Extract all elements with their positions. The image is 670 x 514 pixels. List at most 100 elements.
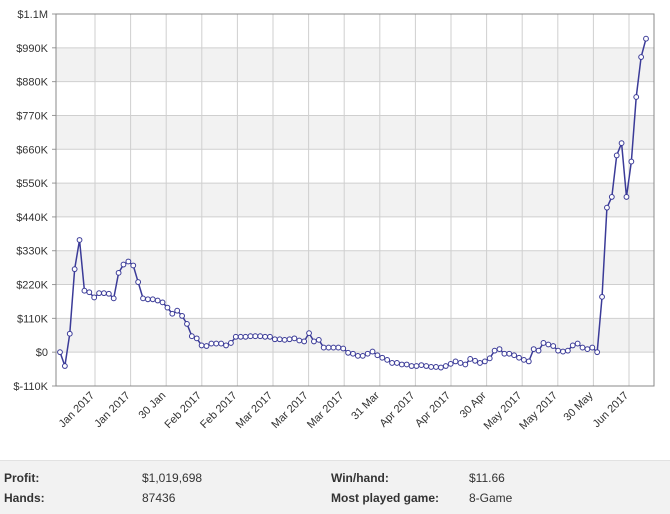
data-point: [81, 287, 88, 294]
data-point: [462, 361, 469, 368]
profit-value: $1,019,698: [142, 471, 203, 485]
win-per-hand-label: Win/hand:: [331, 471, 389, 485]
x-tick-label: Mar 2017: [269, 390, 310, 431]
data-point: [149, 296, 156, 303]
grid-band: [56, 115, 654, 150]
x-tick-label: 30 Jan: [136, 390, 168, 422]
data-point: [394, 360, 400, 366]
data-point: [135, 279, 142, 285]
x-tick-label: Apr 2017: [413, 390, 453, 430]
y-tick-label: $110K: [17, 313, 49, 325]
x-tick-label: Apr 2017: [377, 390, 417, 430]
data-point: [213, 340, 220, 347]
profit-chart: $-110K $0 $110K $220K $330K $440K $550K $660K $7…: [13, 9, 655, 433]
data-point: [521, 356, 527, 363]
data-point: [618, 140, 625, 147]
grid-band: [56, 183, 654, 217]
data-point: [267, 333, 273, 340]
data-point: [57, 349, 63, 356]
data-point: [408, 363, 415, 369]
data-point: [208, 340, 215, 347]
data-point: [384, 356, 391, 363]
x-tick-label: Feb 2017: [163, 390, 204, 431]
data-point: [188, 333, 195, 340]
data-point: [555, 347, 561, 354]
y-tick-label: $220K: [16, 280, 48, 292]
data-point: [164, 304, 171, 311]
data-point: [130, 262, 137, 269]
data-point: [379, 354, 386, 361]
data-point: [530, 346, 537, 353]
data-point: [540, 340, 547, 346]
data-point: [315, 336, 322, 343]
data-point: [110, 295, 117, 302]
data-point: [516, 354, 522, 361]
x-tick-label: Mar 2017: [305, 390, 346, 431]
data-point: [579, 344, 586, 351]
grid-band: [56, 47, 654, 82]
data-point: [345, 349, 352, 356]
y-tick-label: $0: [36, 347, 48, 359]
data-point: [252, 333, 259, 340]
data-point: [115, 269, 122, 276]
data-point: [340, 345, 347, 352]
data-point: [281, 336, 288, 343]
plot-frame: [55, 13, 655, 387]
data-point: [423, 363, 430, 369]
data-point: [623, 194, 630, 200]
data-point: [61, 363, 68, 369]
data-point: [218, 340, 225, 347]
data-point: [638, 54, 645, 60]
data-point: [560, 348, 566, 355]
data-point: [291, 335, 298, 342]
data-point: [296, 337, 303, 344]
data-point: [271, 336, 278, 343]
chart-svg: $-110K $0 $110K $220K $330K $440K $550K $660K $7…: [13, 9, 655, 433]
data-point: [589, 344, 596, 351]
data-point: [120, 261, 127, 268]
data-point: [105, 290, 112, 297]
data-point: [628, 158, 635, 165]
data-point: [335, 344, 342, 351]
data-point: [477, 360, 483, 366]
y-tick-label: $770K: [16, 110, 48, 122]
data-point: [472, 357, 478, 364]
data-point: [433, 364, 439, 370]
data-point: [467, 356, 474, 362]
x-tick-label: Mar 2017: [234, 390, 275, 431]
data-point: [257, 333, 264, 340]
data-point: [481, 358, 488, 365]
data-point: [643, 35, 649, 42]
data-point: [604, 204, 610, 211]
data-point: [442, 363, 449, 369]
most-played-game-label: Most played game:: [331, 491, 440, 505]
grid-band: [56, 318, 654, 353]
data-point: [428, 364, 435, 370]
data-point: [374, 352, 381, 359]
data-point: [550, 343, 557, 349]
data-point: [325, 344, 332, 351]
win-per-hand-value: $11.66: [469, 471, 505, 485]
data-point: [486, 355, 493, 362]
data-point: [247, 333, 254, 340]
data-point: [491, 347, 498, 354]
data-point: [354, 352, 361, 359]
data-point: [452, 358, 459, 365]
data-point: [228, 340, 234, 346]
data-point: [364, 350, 371, 357]
x-tick-label: Feb 2017: [198, 390, 239, 431]
data-point: [311, 338, 317, 345]
data-point: [330, 344, 337, 351]
most-played-game-value: 8-Game: [469, 491, 513, 505]
data-point: [145, 296, 151, 303]
data-point: [154, 297, 161, 304]
data-point: [584, 346, 591, 353]
data-point: [198, 342, 205, 349]
x-tick-label: 31 Mar: [349, 389, 382, 422]
x-tick-label: May 2017: [482, 390, 525, 433]
data-point: [169, 310, 176, 317]
data-point: [613, 152, 620, 159]
y-tick-label: $660K: [16, 144, 48, 156]
data-point: [66, 330, 73, 337]
data-point: [76, 237, 83, 243]
